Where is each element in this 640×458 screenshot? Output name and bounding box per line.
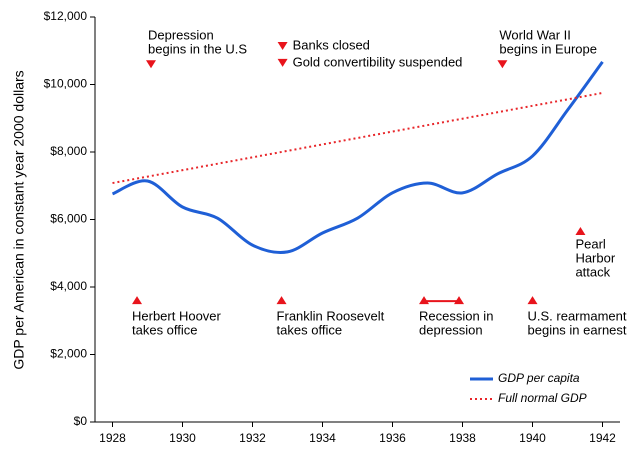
x-tick-label: 1930 xyxy=(169,431,196,445)
legend-box xyxy=(460,364,606,412)
annotation-text: Depression xyxy=(148,28,214,43)
event-marker xyxy=(276,296,287,305)
annotation-text: World War II xyxy=(499,28,571,43)
annotation-text: Banks closed xyxy=(293,37,370,52)
event-marker xyxy=(454,296,464,305)
x-tick-label: 1934 xyxy=(309,431,336,445)
x-tick-label: 1942 xyxy=(589,431,616,445)
legend-label: Full normal GDP xyxy=(498,391,587,405)
event-marker xyxy=(277,58,288,67)
event-marker xyxy=(497,60,508,69)
annotation-text: Recession in xyxy=(419,309,493,324)
annotation-text: Franklin Roosevelt xyxy=(277,309,385,324)
data-line xyxy=(111,61,604,254)
y-tick-label: $10,000 xyxy=(44,77,88,91)
y-tick-label: $4,000 xyxy=(50,279,87,293)
annotation-text: attack xyxy=(575,264,610,279)
annotation-text: Herbert Hoover xyxy=(132,309,222,324)
annotation-text: begins in Europe xyxy=(499,42,597,57)
x-tick-label: 1928 xyxy=(99,431,126,445)
legend-label: GDP per capita xyxy=(498,371,580,385)
event-marker xyxy=(575,226,586,235)
event-marker xyxy=(146,60,156,69)
annotation-text: U.S. rearmament xyxy=(528,309,627,324)
annotation-text: Gold convertibility suspended xyxy=(293,54,463,69)
annotation-text: depression xyxy=(419,323,483,338)
annotation-text: takes office xyxy=(277,323,343,338)
x-tick-label: 1932 xyxy=(239,431,266,445)
x-tick-label: 1936 xyxy=(379,431,406,445)
annotation-text: Pearl xyxy=(575,236,605,251)
y-tick-label: $12,000 xyxy=(44,9,88,23)
annotation-text: begins in the U.S xyxy=(148,42,247,57)
event-marker xyxy=(132,296,142,305)
data-line xyxy=(112,91,603,185)
y-tick-label: $0 xyxy=(74,414,88,428)
event-marker xyxy=(277,42,288,51)
event-marker xyxy=(527,296,538,305)
y-tick-label: $8,000 xyxy=(50,144,87,158)
x-tick-label: 1940 xyxy=(519,431,546,445)
annotation-text: begins in earnest xyxy=(528,323,627,338)
annotation-text: takes office xyxy=(132,323,198,338)
x-tick-label: 1938 xyxy=(449,431,476,445)
annotation-text: Harbor xyxy=(575,250,615,265)
y-axis-label: GDP per American in constant year 2000 d… xyxy=(11,70,27,369)
y-tick-label: $6,000 xyxy=(50,212,87,226)
y-tick-label: $2,000 xyxy=(50,347,87,361)
